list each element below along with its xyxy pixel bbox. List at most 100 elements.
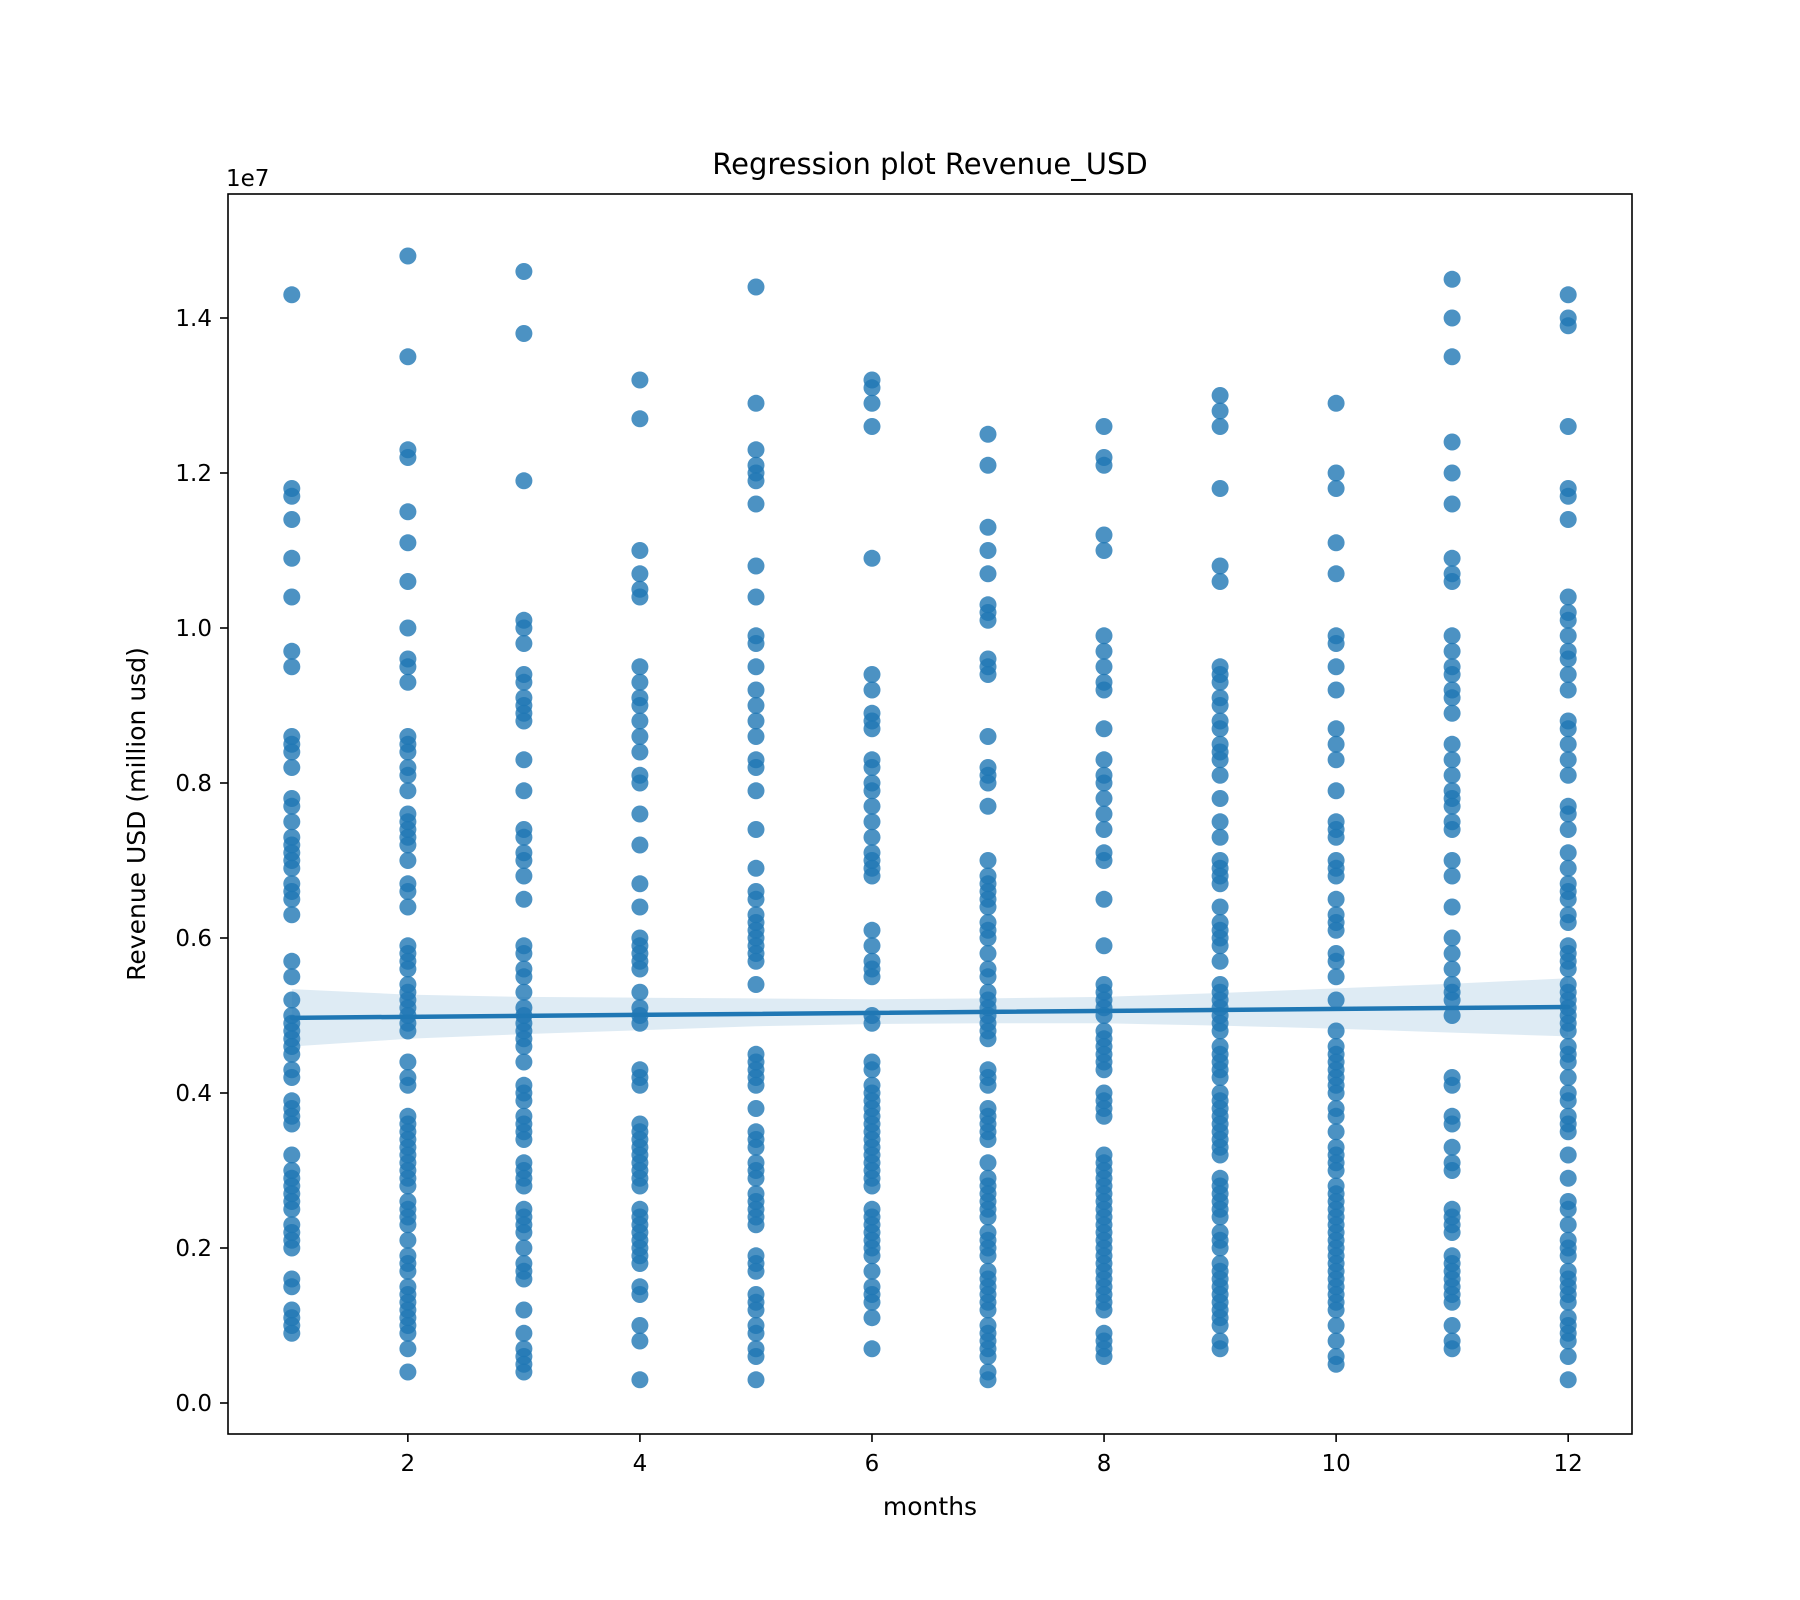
scatter-point [1559, 487, 1577, 505]
scatter-point [1211, 937, 1229, 955]
scatter-point [515, 472, 533, 490]
scatter-point [1443, 821, 1461, 838]
scatter-point [1559, 511, 1577, 528]
scatter-point [979, 1030, 997, 1048]
scatter-point [1327, 1084, 1345, 1102]
scatter-point [747, 821, 765, 838]
scatter-point [399, 534, 417, 552]
scatter-point [1559, 666, 1577, 683]
scatter-point [1211, 1340, 1229, 1358]
scatter-point [399, 503, 417, 521]
scatter-point [1095, 890, 1113, 908]
scatter-point [515, 619, 533, 637]
y-tick-label: 1.4 [175, 306, 212, 332]
scatter-point [747, 1138, 765, 1156]
scatter-point [1211, 875, 1229, 893]
scatter-point [1095, 456, 1113, 474]
scatter-point [1095, 1107, 1113, 1125]
scatter-point [1327, 921, 1345, 939]
scatter-point [631, 805, 649, 823]
scatter-point [979, 968, 997, 986]
scatter-point [283, 859, 301, 877]
scatter-point [631, 960, 649, 978]
scatter-point [1211, 1146, 1229, 1164]
scatter-point [1327, 735, 1345, 753]
scatter-point [747, 859, 765, 877]
scatter-point [1211, 790, 1229, 807]
scatter-points-layer [283, 247, 1577, 1389]
scatter-point [863, 759, 881, 776]
scatter-point [1327, 720, 1345, 738]
scatter-point [515, 325, 533, 342]
scatter-point [1443, 1162, 1461, 1179]
scatter-point [979, 898, 997, 916]
scatter-point [863, 1247, 881, 1265]
scatter-point [1327, 968, 1345, 986]
scatter-point [1559, 1200, 1577, 1218]
scatter-point [747, 1100, 765, 1117]
scatter-point [631, 1286, 649, 1303]
scatter-point [747, 1076, 765, 1094]
scatter-point [1095, 774, 1113, 792]
scatter-point [1559, 1293, 1577, 1311]
scatter-point [979, 1208, 997, 1226]
scatter-point [1443, 1317, 1461, 1334]
scatter-point [1443, 960, 1461, 978]
scatter-point [863, 1293, 881, 1311]
scatter-point [515, 867, 533, 885]
scatter-point [1559, 890, 1577, 908]
scatter-point [979, 852, 997, 869]
scatter-point [631, 983, 649, 1001]
scatter-point [979, 666, 997, 683]
scatter-point [1559, 286, 1577, 304]
x-tick-label: 4 [633, 1451, 648, 1477]
scatter-point [1327, 991, 1345, 1009]
scatter-point [979, 542, 997, 559]
x-tick-label: 12 [1554, 1451, 1583, 1477]
scatter-point [1095, 1061, 1113, 1079]
regression-line [289, 1004, 1571, 1021]
scatter-point [1327, 464, 1345, 482]
scatter-point [1095, 1301, 1113, 1319]
scatter-point [747, 890, 765, 908]
scatter-point [863, 418, 881, 435]
scatter-point [1327, 828, 1345, 846]
chart-title: Regression plot Revenue_USD [712, 147, 1147, 181]
scatter-point [747, 759, 765, 776]
y-tick-label: 1.0 [175, 616, 212, 642]
scatter-point [747, 1216, 765, 1234]
scatter-point [863, 1309, 881, 1327]
scatter-point [1327, 394, 1345, 412]
scatter-point [399, 1216, 417, 1234]
scatter-point [515, 968, 533, 986]
scatter-point [1443, 348, 1461, 366]
scatter-point [1327, 480, 1345, 497]
scatter-point [747, 1371, 765, 1389]
scatter-point [747, 1169, 765, 1187]
scatter-point [979, 425, 997, 443]
scatter-point [399, 1231, 417, 1249]
scatter-point [1095, 658, 1113, 676]
scatter-point [1559, 1069, 1577, 1086]
scatter-point [979, 1247, 997, 1265]
scatter-point [1559, 805, 1577, 823]
scatter-point [399, 673, 417, 691]
scatter-point [631, 1255, 649, 1272]
scatter-point [863, 797, 881, 815]
scatter-point [399, 1340, 417, 1358]
scatter-point [1095, 821, 1113, 838]
scatter-point [1327, 751, 1345, 769]
scatter-point [515, 635, 533, 652]
scatter-point [1559, 1092, 1577, 1110]
scatter-point [1559, 418, 1577, 435]
scatter-point [1327, 1123, 1345, 1141]
scatter-point [631, 673, 649, 691]
scatter-point [631, 836, 649, 854]
scatter-point [515, 1301, 533, 1319]
y-tick-label: 1.2 [175, 461, 212, 487]
scatter-point [515, 890, 533, 908]
scatter-point [747, 394, 765, 412]
scatter-point [631, 1317, 649, 1334]
scatter-point [283, 1146, 301, 1164]
scatter-point [1443, 495, 1461, 513]
